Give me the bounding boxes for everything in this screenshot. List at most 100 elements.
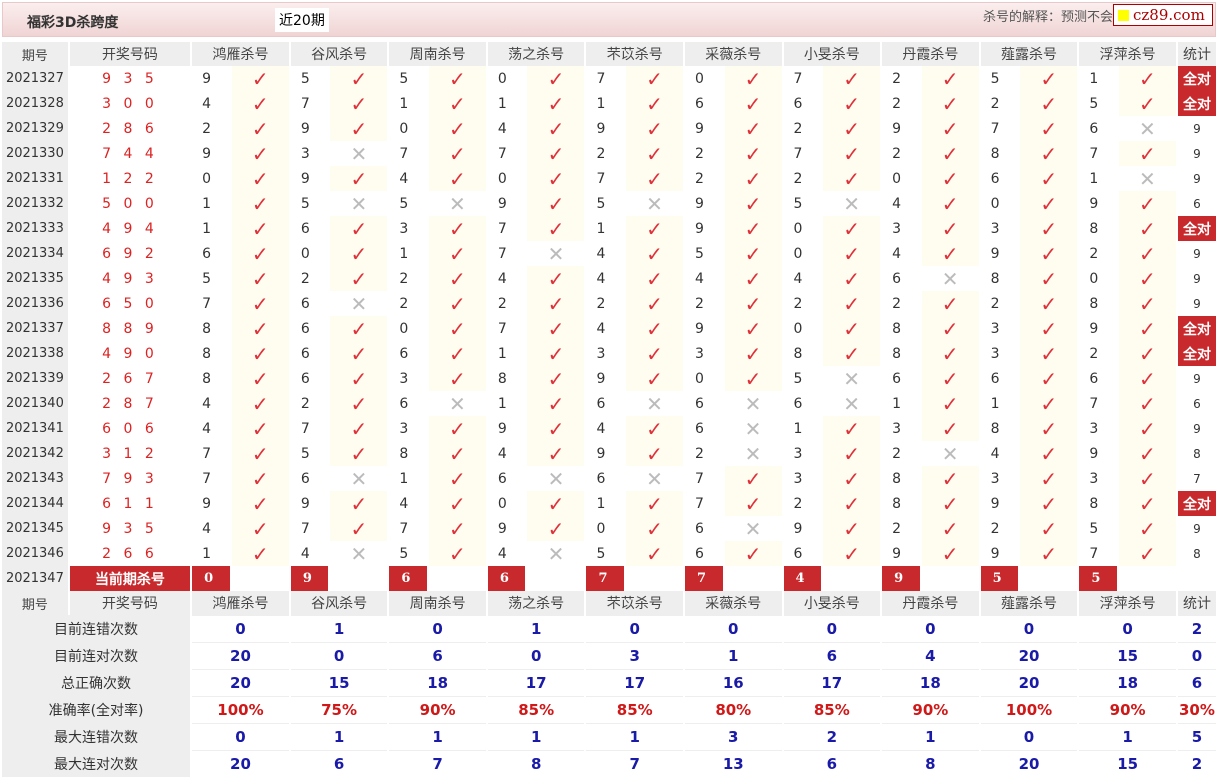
- summary-value: 6: [783, 750, 881, 777]
- check-icon: ✓: [330, 316, 388, 341]
- kill-value: 9: [990, 245, 1000, 262]
- summary-value: 100%: [192, 696, 289, 723]
- cross-icon: ✕: [843, 391, 860, 416]
- check-icon: ✓: [626, 241, 683, 266]
- kill-value: 0: [793, 245, 803, 262]
- check-icon: ✓: [330, 241, 388, 266]
- kill-value: 2: [300, 270, 310, 287]
- cross-icon: ✕: [350, 191, 368, 216]
- check-icon: ✓: [921, 416, 979, 441]
- check-icon: ✓: [231, 391, 289, 416]
- period-cell: 2021339: [2, 366, 68, 391]
- draw-number: 2 6 7: [102, 370, 158, 387]
- kill-value: 2: [596, 295, 606, 312]
- col-killer: 丹霞杀号: [882, 42, 979, 66]
- period-cell: 2021346: [2, 541, 68, 566]
- check-icon: ✓: [527, 66, 585, 91]
- kill-value: 6: [990, 170, 1000, 187]
- cross-icon: ✕: [941, 266, 959, 291]
- check-icon: ✓: [231, 91, 289, 116]
- kill-value: 3: [1089, 470, 1099, 487]
- col-killer: 周南杀号: [389, 591, 486, 615]
- check-icon: ✓: [231, 216, 289, 241]
- check-icon: ✓: [626, 316, 683, 341]
- kill-value: 4: [202, 420, 212, 437]
- draw-number: 4 9 0: [102, 345, 158, 362]
- col-period: 期号: [2, 42, 68, 66]
- check-icon: ✓: [1020, 166, 1078, 191]
- cross-icon: ✕: [350, 291, 368, 316]
- kill-value: 0: [793, 320, 803, 337]
- check-icon: ✓: [626, 66, 683, 91]
- draw-number: 9 3 5: [102, 70, 158, 87]
- summary-value: 6: [389, 642, 486, 669]
- header-row: 期号 开奖号码 鸿雁杀号 谷风杀号 周南杀号 荡之杀号 芣苡杀号 采薇杀号 小旻杀号 丹霞杀号 薤露…: [2, 42, 1216, 66]
- col-killer: 小旻杀号: [783, 42, 881, 66]
- period-cell: 2021331: [2, 166, 68, 191]
- kill-value: 2: [596, 145, 606, 162]
- check-icon: ✓: [626, 166, 683, 191]
- kill-value: 8: [892, 345, 902, 362]
- empty-cell: [626, 566, 683, 591]
- summary-label: 目前连对次数: [2, 642, 191, 669]
- summary-value: 16: [685, 669, 782, 696]
- kill-value: 8: [399, 445, 409, 462]
- check-icon: ✓: [1118, 391, 1176, 416]
- check-icon: ✓: [626, 141, 683, 166]
- cross-icon: ✕: [547, 241, 565, 266]
- check-icon: ✓: [428, 66, 486, 91]
- kill-value: 8: [990, 420, 1000, 437]
- kill-value: 8: [892, 320, 902, 337]
- kill-value: 2: [793, 295, 803, 312]
- cross-icon: ✕: [843, 366, 860, 391]
- table-row: 2021336 6 5 0 7 ✓ 6 ✕ 2 ✓ 2 ✓ 2 ✓ 2 ✓ 2 ✓ 2 ✓ 2 ✓ 8 ✓ 9: [2, 291, 1216, 316]
- stat-cell: 9: [1193, 521, 1201, 536]
- summary-value: 0: [685, 615, 782, 642]
- check-icon: ✓: [428, 466, 486, 491]
- kill-value: 8: [990, 270, 1000, 287]
- kill-value: 8: [892, 495, 902, 512]
- summary-value: 75%: [290, 696, 388, 723]
- col-killer: 芣苡杀号: [586, 42, 683, 66]
- check-icon: ✓: [823, 216, 881, 241]
- kill-value: 8: [202, 320, 212, 337]
- check-icon: ✓: [428, 266, 486, 291]
- draw-number: 3 1 2: [102, 445, 158, 462]
- kill-value: 2: [399, 295, 409, 312]
- check-icon: ✓: [428, 216, 486, 241]
- check-icon: ✓: [724, 241, 782, 266]
- check-icon: ✓: [330, 441, 388, 466]
- kill-value: 1: [596, 95, 606, 112]
- kill-value: 5: [990, 70, 1000, 87]
- kill-value: 1: [399, 470, 409, 487]
- site-logo[interactable]: cz89.com: [1113, 4, 1213, 26]
- check-icon: ✓: [428, 316, 486, 341]
- period-select[interactable]: 近20期: [275, 8, 329, 32]
- kill-value: 2: [793, 120, 803, 137]
- check-icon: ✓: [1020, 116, 1078, 141]
- kill-value: 6: [300, 370, 310, 387]
- check-icon: ✓: [823, 341, 881, 366]
- summary-value: 0: [192, 723, 289, 750]
- kill-value: 1: [596, 220, 606, 237]
- summary-value: 0: [192, 615, 289, 642]
- kill-value: 0: [497, 495, 507, 512]
- col-killer: 薤露杀号: [980, 42, 1078, 66]
- check-icon: ✓: [823, 166, 881, 191]
- check-icon: ✓: [823, 291, 881, 316]
- kill-value: 5: [399, 195, 409, 212]
- stat-cell: 9: [1193, 421, 1201, 436]
- summary-value: 1: [290, 615, 388, 642]
- kill-value: 6: [300, 320, 310, 337]
- stat-cell: 9: [1193, 296, 1201, 311]
- kill-value: 9: [1089, 320, 1099, 337]
- check-icon: ✓: [823, 541, 881, 566]
- summary-value: 0: [882, 615, 979, 642]
- check-icon: ✓: [724, 166, 782, 191]
- stat-cell: 6: [1193, 196, 1201, 211]
- current-kill-value: 9: [290, 566, 329, 591]
- kill-value: 1: [1089, 170, 1099, 187]
- kill-value: 7: [1089, 395, 1099, 412]
- summary-value: 0: [290, 642, 388, 669]
- table-row: 2021345 9 3 5 4 ✓ 7 ✓ 7 ✓ 9 ✓ 0 ✓ 6 ✕ 9 ✓ 2 ✓ 2 ✓ 5 ✓ 9: [2, 516, 1216, 541]
